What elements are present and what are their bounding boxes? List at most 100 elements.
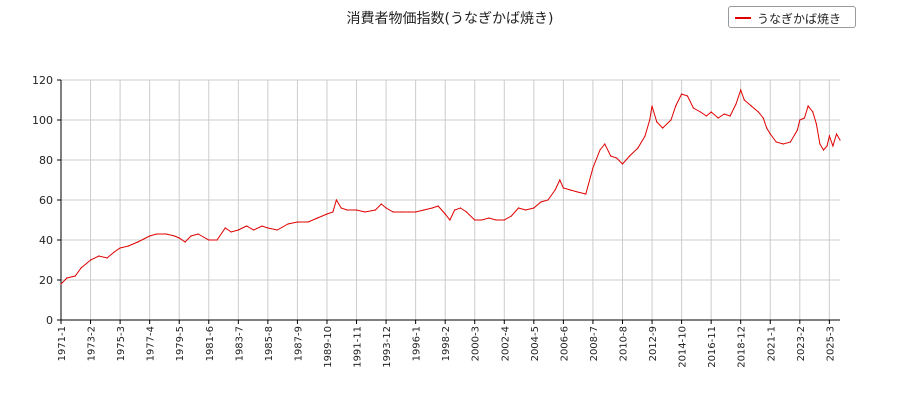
data-point — [629, 155, 631, 157]
data-point — [592, 167, 594, 169]
data-point — [474, 219, 476, 221]
data-point — [156, 233, 158, 235]
data-point — [604, 143, 606, 145]
data-point — [815, 123, 818, 125]
data-point — [569, 189, 572, 191]
data-point — [621, 163, 624, 165]
data-point — [380, 203, 382, 205]
x-tick-label: 2012-9 — [648, 326, 659, 361]
data-point — [296, 221, 298, 223]
data-point — [812, 111, 814, 113]
data-point — [276, 229, 278, 231]
data-point — [839, 139, 841, 141]
x-tick-label: 2010-8 — [618, 326, 629, 361]
data-point — [819, 143, 821, 145]
data-point — [197, 233, 199, 235]
data-point — [230, 231, 232, 233]
x-tick-label: 1998-2 — [441, 326, 452, 361]
data-point — [190, 235, 192, 237]
data-point — [723, 113, 725, 115]
data-point — [437, 205, 439, 207]
data-point — [533, 207, 535, 209]
data-point — [757, 111, 760, 113]
data-point — [481, 219, 483, 221]
x-tick-label: 1985-8 — [264, 326, 275, 361]
data-point — [828, 135, 831, 137]
data-point — [510, 215, 512, 217]
data-point — [769, 133, 771, 135]
data-point — [431, 207, 433, 209]
data-point — [90, 259, 92, 261]
data-point — [423, 209, 425, 211]
data-point — [307, 221, 309, 223]
data-point — [729, 115, 731, 117]
x-tick-label: 2002-4 — [500, 326, 511, 361]
data-point — [355, 209, 358, 211]
y-tick-label: 100 — [32, 114, 53, 127]
data-point — [517, 207, 520, 209]
x-tick-label: 1987-9 — [293, 326, 304, 361]
data-point — [60, 283, 62, 285]
data-point — [692, 107, 695, 109]
x-tick-label: 2018-12 — [737, 326, 748, 368]
axes — [57, 79, 840, 324]
x-tick-label: 1989-10 — [323, 326, 334, 368]
data-point — [119, 247, 121, 249]
data-point — [127, 245, 129, 247]
x-tick-label: 1975-3 — [116, 326, 127, 361]
data-point — [400, 211, 402, 213]
series-layer — [60, 88, 841, 285]
data-point — [675, 105, 677, 107]
data-point — [407, 211, 410, 213]
y-tick-labels: 0 20 40 60 80 100 120 — [32, 74, 53, 327]
data-point — [525, 209, 527, 211]
data-point — [173, 235, 176, 237]
x-tick-label: 1993-12 — [382, 326, 393, 368]
data-point — [750, 105, 752, 107]
data-point — [559, 179, 561, 181]
x-tick-label: 1983-7 — [234, 326, 245, 361]
data-point — [340, 207, 342, 209]
data-point — [826, 145, 828, 147]
data-point — [832, 145, 834, 147]
data-point — [803, 117, 806, 119]
y-tick-label: 120 — [32, 74, 53, 87]
data-point — [444, 213, 446, 215]
data-point — [699, 111, 702, 113]
data-point — [253, 229, 255, 231]
data-point — [184, 241, 186, 243]
data-point — [705, 115, 708, 117]
data-point — [208, 239, 210, 241]
data-point — [415, 211, 417, 213]
data-point — [637, 147, 639, 149]
x-tick-label: 2000-3 — [471, 326, 482, 361]
data-point — [216, 239, 218, 241]
data-point — [454, 209, 456, 211]
data-point — [662, 127, 664, 129]
data-point — [287, 223, 289, 225]
data-point — [80, 267, 82, 269]
x-tick-label: 1979-5 — [175, 326, 186, 361]
data-point — [261, 225, 263, 227]
x-tick-label: 1991-11 — [353, 326, 364, 368]
data-point — [585, 193, 587, 195]
data-point — [835, 133, 838, 135]
data-point — [649, 119, 651, 121]
data-point — [66, 277, 68, 279]
legend: うなぎかば焼き — [728, 6, 856, 28]
data-point — [710, 111, 712, 113]
data-point — [651, 105, 653, 107]
data-point — [246, 225, 248, 227]
data-point — [237, 229, 239, 231]
data-point — [717, 117, 719, 119]
data-point — [540, 201, 542, 203]
data-point — [616, 157, 618, 159]
data-point — [670, 119, 672, 121]
x-tick-label: 2008-7 — [589, 326, 600, 361]
data-point — [113, 251, 115, 253]
legend-line-swatch — [735, 17, 751, 19]
y-tick-label: 60 — [39, 194, 53, 207]
data-point — [364, 211, 366, 213]
data-point — [775, 141, 777, 143]
